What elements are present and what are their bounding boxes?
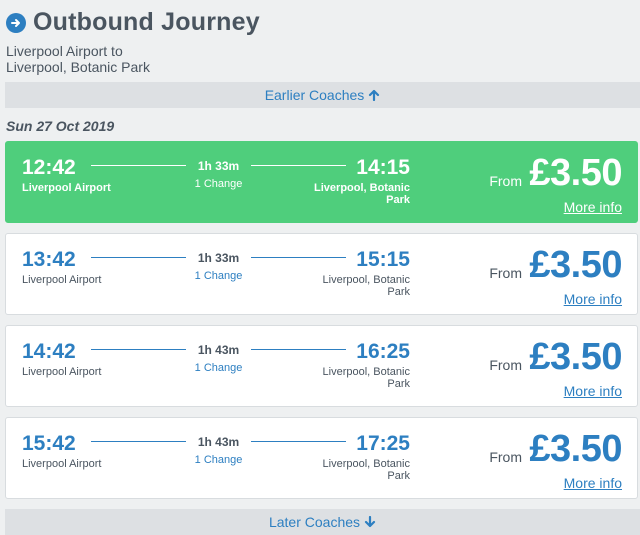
price-from-label: From <box>489 357 522 373</box>
arrival-time: 16:25 <box>356 340 410 363</box>
journey-changes: 1 Change <box>194 270 243 282</box>
departure-location: Liverpool Airport <box>22 182 111 194</box>
later-coaches-label: Later Coaches <box>268 514 361 530</box>
route-line <box>251 257 346 258</box>
route-destination: Liverpool, Botanic Park <box>6 59 150 75</box>
departure-time: 12:42 <box>22 156 76 179</box>
departure-location: Liverpool Airport <box>22 366 102 378</box>
page-header: Outbound Journey <box>6 8 260 37</box>
earlier-coaches-button[interactable]: Earlier Coaches <box>5 82 640 108</box>
arrival-location-line: Park <box>387 378 410 390</box>
arrival-location: Liverpool, Botanic Park <box>310 366 410 390</box>
route-line <box>91 441 186 442</box>
price-from-label: From <box>489 265 522 281</box>
price: £3.50 <box>529 428 622 470</box>
journey-card[interactable]: 13:42 Liverpool Airport 1h 33m 1 Change … <box>5 233 638 315</box>
more-info-link[interactable]: More info <box>563 383 622 399</box>
more-info-link[interactable]: More info <box>563 291 622 307</box>
departure-time: 15:42 <box>22 432 76 455</box>
arrival-location-line: Park <box>386 194 410 206</box>
price: £3.50 <box>529 336 622 378</box>
arrival-location: Liverpool, Botanic Park <box>310 458 410 482</box>
arrow-up-icon <box>369 89 380 101</box>
journey-duration: 1h 43m <box>197 435 240 449</box>
route-line <box>91 349 186 350</box>
arrow-down-icon <box>364 516 376 528</box>
route-line <box>251 349 346 350</box>
more-info-link[interactable]: More info <box>563 475 622 491</box>
departure-time: 13:42 <box>22 248 76 271</box>
route-line <box>251 441 346 442</box>
route-line <box>91 165 186 166</box>
journey-duration: 1h 43m <box>197 343 240 357</box>
arrival-location-line: Liverpool, Botanic <box>322 274 410 286</box>
journey-duration: 1h 33m <box>197 251 240 265</box>
route-line <box>251 165 346 166</box>
arrival-location-line: Liverpool, Botanic <box>314 182 410 194</box>
journey-date: Sun 27 Oct 2019 <box>6 118 115 134</box>
arrival-time: 17:25 <box>356 432 410 455</box>
arrival-time: 15:15 <box>356 248 410 271</box>
more-info-link[interactable]: More info <box>563 199 622 215</box>
journey-changes: 1 Change <box>194 178 243 190</box>
departure-location: Liverpool Airport <box>22 274 102 286</box>
later-coaches-button[interactable]: Later Coaches <box>5 509 640 535</box>
arrival-location-line: Park <box>387 286 410 298</box>
price: £3.50 <box>529 152 622 194</box>
route-origin: Liverpool Airport to <box>6 43 123 59</box>
departure-location: Liverpool Airport <box>22 458 102 470</box>
journey-card[interactable]: 12:42 Liverpool Airport 1h 33m 1 Change … <box>5 141 638 223</box>
price-from-label: From <box>489 173 522 189</box>
route-line <box>91 257 186 258</box>
arrow-right-circle-icon <box>6 12 26 33</box>
page-title: Outbound Journey <box>33 8 260 36</box>
arrival-location: Liverpool, Botanic Park <box>310 274 410 298</box>
arrival-location-line: Park <box>387 470 410 482</box>
journey-duration: 1h 33m <box>197 159 240 173</box>
arrival-time: 14:15 <box>356 156 410 179</box>
journey-changes: 1 Change <box>194 454 243 466</box>
earlier-coaches-label: Earlier Coaches <box>264 87 365 103</box>
price-from-label: From <box>489 449 522 465</box>
journey-card[interactable]: 15:42 Liverpool Airport 1h 43m 1 Change … <box>5 417 638 499</box>
arrival-location-line: Liverpool, Botanic <box>322 366 410 378</box>
journey-card[interactable]: 14:42 Liverpool Airport 1h 43m 1 Change … <box>5 325 638 407</box>
arrival-location-line: Liverpool, Botanic <box>322 458 410 470</box>
arrival-location: Liverpool, Botanic Park <box>310 182 410 206</box>
journey-changes: 1 Change <box>194 362 243 374</box>
departure-time: 14:42 <box>22 340 76 363</box>
price: £3.50 <box>529 244 622 286</box>
route-description: Liverpool Airport to Liverpool, Botanic … <box>6 43 150 75</box>
